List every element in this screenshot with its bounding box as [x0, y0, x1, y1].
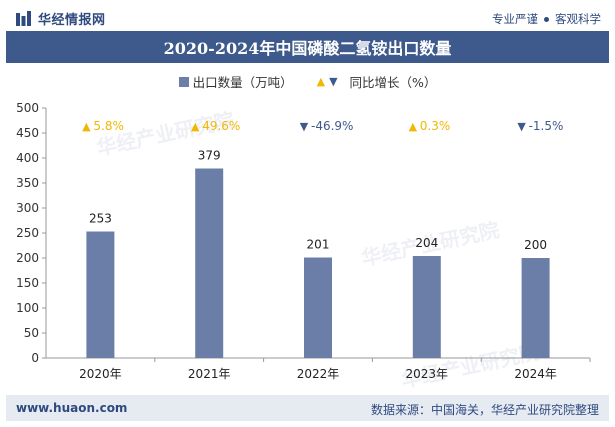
- growth-value-label: -1.5%: [529, 119, 564, 133]
- x-tick-label: 2021年: [188, 367, 231, 381]
- footer: www.huaon.com 数据来源：中国海关，华经产业研究院整理: [6, 395, 609, 421]
- bar: [195, 168, 224, 358]
- y-tick-label: 400: [16, 151, 39, 165]
- x-tick-label: 2020年: [79, 367, 122, 381]
- footer-source: 数据来源：中国海关，华经产业研究院整理: [370, 403, 599, 417]
- y-tick-label: 250: [16, 226, 39, 240]
- y-tick-label: 100: [16, 301, 39, 315]
- footer-website: www.huaon.com: [16, 401, 128, 415]
- bullet-dot-icon: [544, 16, 549, 22]
- triangle-up-icon: ▲: [316, 75, 326, 88]
- x-tick-label: 2024年: [514, 367, 557, 381]
- y-tick-label: 450: [16, 126, 39, 140]
- bar: [521, 258, 550, 358]
- top-bar: 华经情报网 专业严谨 客观科学: [0, 0, 615, 36]
- legend-growth-label: 同比增长（%）: [349, 75, 437, 90]
- slogan: 专业严谨 客观科学: [492, 11, 601, 27]
- bar-value-label: 201: [307, 238, 330, 252]
- y-tick-label: 0: [31, 351, 39, 365]
- legend-bar-label: 出口数量（万吨）: [192, 75, 293, 90]
- y-tick-label: 50: [24, 326, 39, 340]
- legend-bar-swatch: [178, 76, 189, 87]
- slogan-right: 客观科学: [555, 12, 601, 26]
- growth-up-icon: ▲: [82, 120, 91, 133]
- title-bar: 2020-2024年中国磷酸二氢铵出口数量: [6, 31, 609, 63]
- growth-down-icon: ▼: [517, 120, 526, 133]
- growth-value-label: 5.8%: [93, 119, 124, 133]
- growth-value-label: -46.9%: [311, 119, 353, 133]
- bar-value-label: 379: [198, 149, 221, 163]
- growth-up-icon: ▲: [409, 120, 418, 133]
- chart-legend: 出口数量（万吨） ▲ ▼ 同比增长（%）: [0, 72, 615, 91]
- y-tick-label: 200: [16, 251, 39, 265]
- x-tick-label: 2023年: [406, 367, 449, 381]
- growth-value-label: 0.3%: [420, 119, 451, 133]
- bar-value-label: 200: [524, 238, 547, 252]
- legend-item-growth: ▲ ▼ 同比增长（%）: [317, 72, 437, 91]
- bar: [304, 257, 332, 358]
- brand-name: 华经情报网: [38, 13, 106, 28]
- bar: [86, 231, 115, 358]
- x-tick-label: 2022年: [297, 367, 340, 381]
- bar: [412, 256, 441, 358]
- growth-down-icon: ▼: [300, 120, 309, 133]
- y-tick-label: 150: [16, 276, 39, 290]
- bar-value-label: 204: [415, 236, 438, 250]
- y-tick-label: 350: [16, 176, 39, 190]
- chart-title: 2020-2024年中国磷酸二氢铵出口数量: [163, 39, 452, 58]
- growth-up-icon: ▲: [191, 120, 200, 133]
- slogan-left: 专业严谨: [492, 12, 538, 26]
- growth-value-label: 49.6%: [202, 119, 240, 133]
- huajing-logo-icon: [16, 10, 31, 26]
- bar-value-label: 253: [89, 212, 112, 226]
- brand: 华经情报网: [16, 9, 106, 28]
- y-tick-label: 300: [16, 201, 39, 215]
- y-tick-label: 500: [16, 101, 39, 115]
- legend-item-bars: 出口数量（万吨）: [178, 72, 293, 91]
- triangle-down-icon: ▼: [329, 75, 338, 88]
